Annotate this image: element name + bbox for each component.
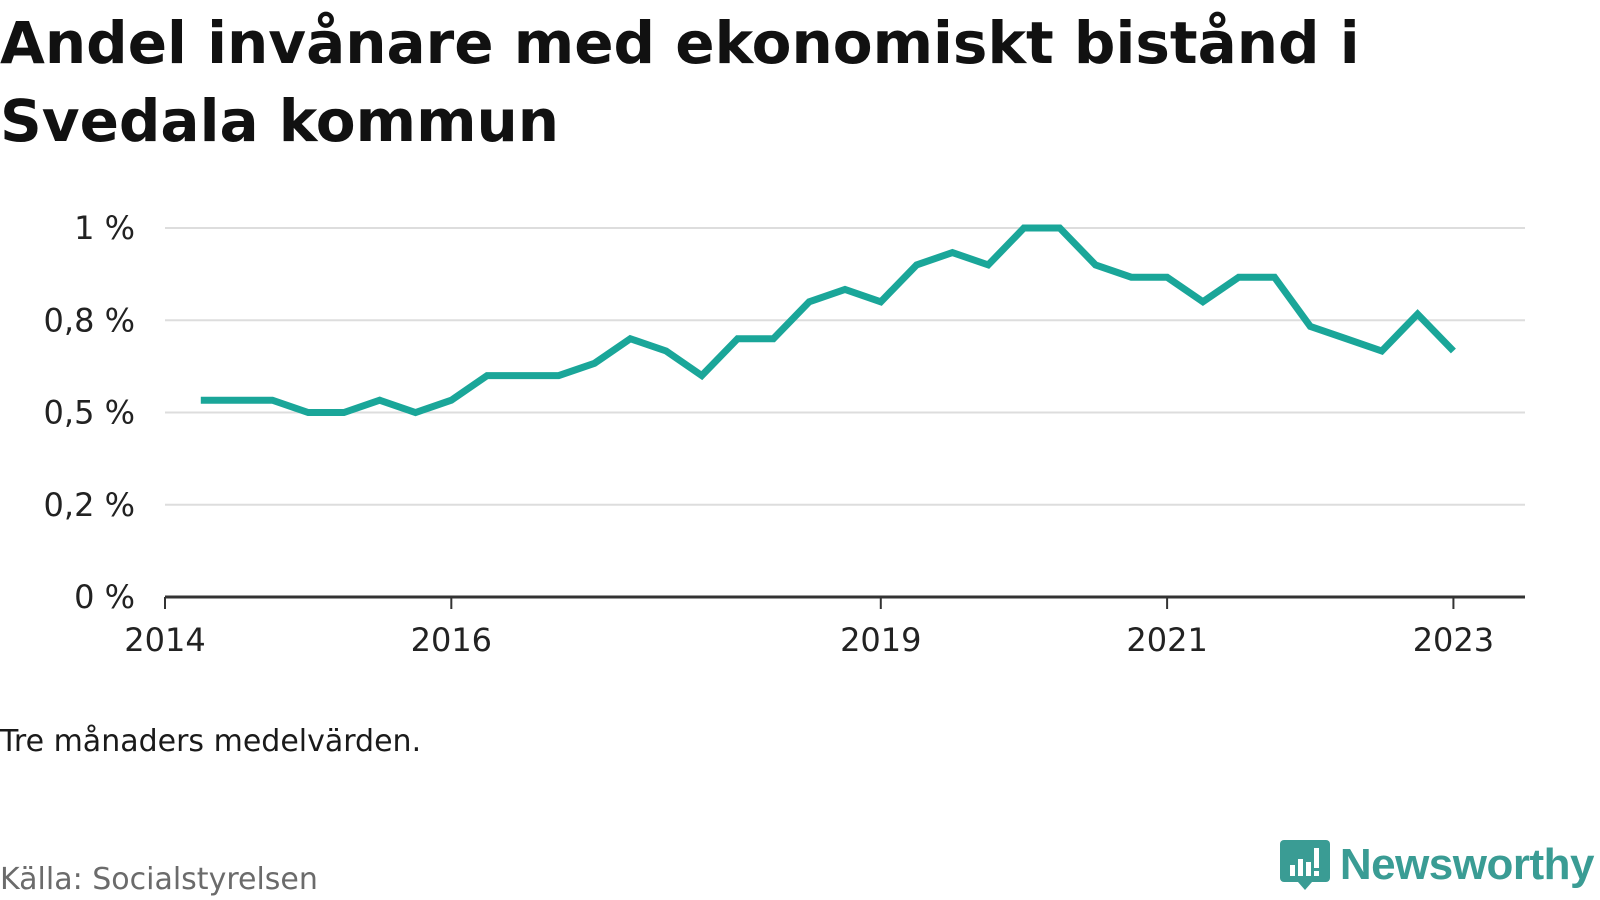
- x-axis-labels: 2014 2016 2019 2021 2023: [124, 621, 1494, 659]
- chart-note: Tre månaders medelvärden.: [0, 724, 422, 759]
- x-tick-label-1: 2016: [411, 621, 492, 659]
- line-chart: 0 %0,2 %0,5 %0,8 %1 % 2014 2016 2019 2021 20…: [44, 209, 1525, 659]
- y-tick-label-3: 0,8 %: [44, 301, 135, 339]
- brand-name: Newsworthy: [1339, 840, 1595, 889]
- chart-title: Andel invånare med ekonomiskt bistånd i …: [0, 9, 1360, 155]
- x-tick-label-3: 2021: [1126, 621, 1207, 659]
- x-tick-label-2: 2019: [840, 621, 921, 659]
- y-tick-label-0: 0 %: [74, 578, 135, 616]
- y-tick-label-2: 0,5 %: [44, 394, 135, 432]
- series-line-0: [200, 224, 1456, 417]
- gridlines: [165, 227, 1525, 506]
- source-credit: Källa: Socialstyrelsen: [0, 862, 318, 897]
- data-series: [200, 224, 1456, 417]
- newsworthy-logo: Newsworthy: [1279, 840, 1595, 890]
- x-tick-label-4: 2023: [1413, 621, 1494, 659]
- newsworthy-bar-chart-icon: [1279, 840, 1330, 890]
- y-tick-label-4: 1 %: [74, 209, 135, 247]
- y-axis-labels: 0 % 0,2 % 0,5 % 0,8 % 1 %: [44, 209, 135, 616]
- y-tick-label-1: 0,2 %: [44, 486, 135, 524]
- x-tick-label-0: 2014: [124, 621, 205, 659]
- x-axis-ticks: [164, 597, 1455, 609]
